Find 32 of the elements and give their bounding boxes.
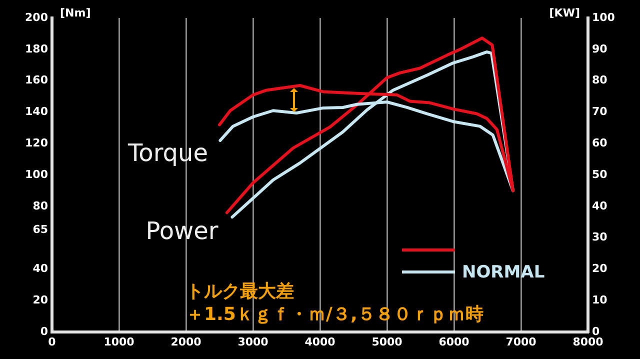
y-tick-label: 0 xyxy=(40,324,48,338)
x-tick-label: 6000 xyxy=(438,335,470,348)
y-tick-label: 160 xyxy=(25,74,48,87)
y2-axis-title: [KW] xyxy=(549,6,580,20)
y2-tick-label: 30 xyxy=(592,230,608,244)
x-tick-label: 5000 xyxy=(372,335,403,348)
y2-tick-label: 0 xyxy=(592,324,600,338)
y2-tick-label: 40 xyxy=(592,199,608,212)
y2-tick-label: 70 xyxy=(592,105,608,118)
x-tick-label: 4000 xyxy=(304,335,336,348)
x-tick-label: 7000 xyxy=(506,335,537,348)
y-tick-label: 20 xyxy=(32,293,48,306)
x-tick-label: 8000 xyxy=(572,335,604,348)
y-tick-label: 140 xyxy=(25,105,48,118)
x-tick-label: 1000 xyxy=(104,335,135,348)
y2-tick-label: 100 xyxy=(592,10,616,24)
y2-tick-label: 10 xyxy=(592,293,608,306)
y2-tick-label: 90 xyxy=(592,42,608,56)
y-tick-label: 40 xyxy=(32,262,48,276)
y2-tick-label: 20 xyxy=(592,262,608,276)
y-tick-label: 200 xyxy=(25,10,48,24)
y-tick-label: 120 xyxy=(25,136,48,150)
y-tick-label: 80 xyxy=(32,199,48,212)
x-tick-label: 2000 xyxy=(170,335,202,348)
y2-tick-label: 50 xyxy=(592,168,608,181)
y2-tick-label: 60 xyxy=(592,136,608,150)
y2-tick-label: 80 xyxy=(592,74,608,87)
x-tick-label: 3000 xyxy=(238,335,269,348)
y-tick-label: 100 xyxy=(25,168,48,181)
y-tick-label: 65 xyxy=(32,222,48,236)
y-tick-label: 180 xyxy=(25,42,48,56)
y-axis-title: [Nm] xyxy=(60,6,91,20)
